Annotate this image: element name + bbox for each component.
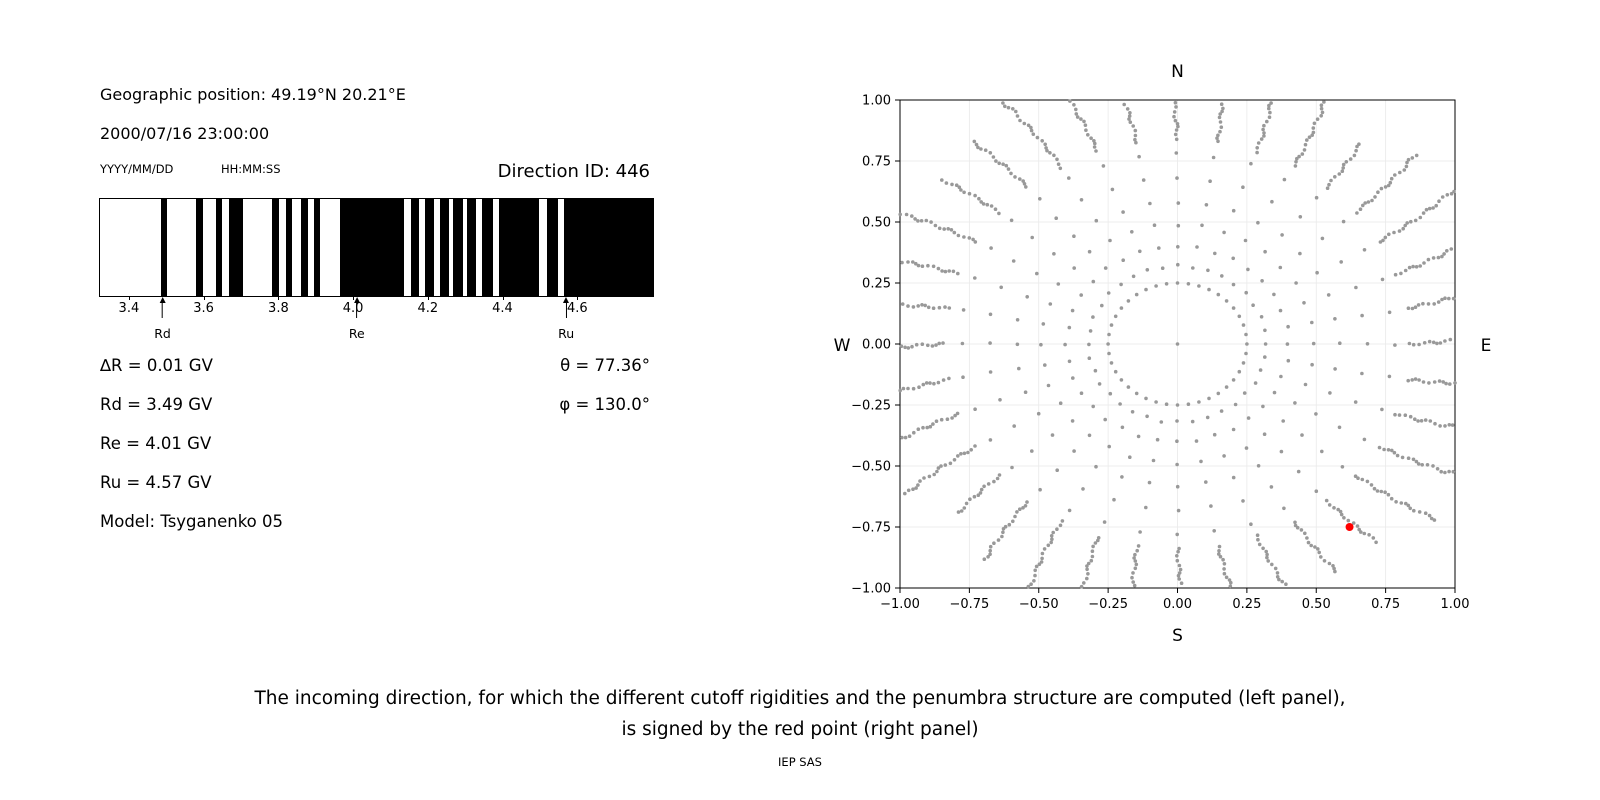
cutoff-marker-label: Rd — [154, 326, 171, 341]
x-tick-label: −0.50 — [1019, 597, 1059, 612]
time-format-label: HH:MM:SS — [221, 162, 281, 176]
credit-label: IEP SAS — [778, 755, 822, 769]
y-tick-label: 0.25 — [862, 277, 891, 292]
re-label: Re = 4.01 GV — [100, 434, 212, 453]
cutoff-marker-ru: Ru — [558, 297, 574, 341]
rigidity-tick — [577, 296, 579, 300]
rigidity-tick-label: 4.0 — [342, 301, 364, 316]
up-arrow-shaft — [356, 303, 358, 318]
penumbra-band — [546, 199, 559, 296]
rigidity-tick-label: 3.6 — [193, 301, 214, 316]
compass-north-label: N — [1171, 62, 1184, 82]
penumbra-band — [301, 199, 309, 296]
rigidity-tick — [427, 296, 429, 300]
rigidity-tick — [502, 296, 504, 300]
compass-east-label: E — [1481, 336, 1492, 356]
up-arrow-shaft — [565, 303, 567, 318]
rd-label: Rd = 3.49 GV — [100, 395, 213, 414]
x-tick-label: −1.00 — [880, 597, 920, 612]
date-format-label: YYYY/MM/DD — [100, 162, 174, 176]
scatter-frame — [899, 99, 1456, 589]
rigidity-tick — [203, 296, 205, 300]
penumbra-band — [314, 199, 321, 296]
x-tick-label: −0.25 — [1088, 597, 1128, 612]
direction-scatter-plot: −1.00 −0.75 −0.50 −0.25 0.00 0.25 0.50 0.75 1.00… — [834, 62, 1492, 646]
geo-position-label: Geographic position: 49.19°N 20.21°E — [100, 85, 406, 104]
penumbra-band — [271, 199, 279, 296]
penumbra-band — [339, 199, 404, 296]
up-arrow-shaft — [162, 303, 163, 318]
y-tick-label: −1.00 — [851, 582, 891, 597]
penumbra-band — [425, 199, 435, 296]
x-tick-label: 0.25 — [1232, 597, 1261, 612]
x-tick-label: 0.75 — [1371, 597, 1400, 612]
cutoff-marker-label: Re — [348, 326, 365, 341]
y-tick-label: 1.00 — [862, 94, 891, 109]
penumbra-band — [160, 199, 167, 296]
direction-dots — [898, 99, 1457, 589]
penumbra-band — [466, 199, 476, 296]
rigidity-tick-label: 4.2 — [417, 301, 439, 316]
y-tick-label: 0.00 — [862, 338, 891, 353]
rigidity-tick — [353, 296, 355, 300]
caption-line-2: is signed by the red point (right panel) — [621, 719, 979, 740]
delta-r-label: ∆R = 0.01 GV — [100, 356, 213, 375]
datetime-label: 2000/07/16 23:00:00 — [100, 124, 270, 143]
y-tick-label: 0.50 — [862, 216, 891, 231]
ru-label: Ru = 4.57 GV — [100, 473, 212, 492]
up-arrow-icon — [159, 297, 166, 303]
up-arrow-icon — [563, 297, 570, 303]
penumbra-band — [564, 199, 653, 296]
y-tick-label: −0.50 — [851, 460, 891, 475]
penumbra-band — [453, 199, 463, 296]
rigidity-tick-label: 3.4 — [118, 301, 140, 316]
penumbra-axis: 3.4 3.6 3.8 4.0 4.2 4.4 4.6 Rd Re Ru — [99, 296, 652, 360]
penumbra-band — [196, 199, 204, 296]
penumbra-band — [410, 199, 420, 296]
x-tick-label: −0.75 — [949, 597, 989, 612]
y-tick-label: −0.25 — [851, 399, 891, 414]
rigidity-tick-label: 3.8 — [268, 301, 289, 316]
x-tick-label: 1.00 — [1441, 597, 1470, 612]
x-tick-label: 0.50 — [1302, 597, 1331, 612]
penumbra-band — [215, 199, 222, 296]
red-point — [1345, 523, 1354, 531]
up-arrow-icon — [353, 297, 360, 303]
caption-line-1: The incoming direction, for which the di… — [254, 688, 1346, 709]
penumbra-band — [440, 199, 449, 296]
scatter-content: −1.00 −0.75 −0.50 −0.25 0.00 0.25 0.50 0.75 1.00… — [851, 94, 1469, 613]
y-tick-label: −0.75 — [851, 521, 891, 536]
penumbra-plot — [99, 198, 654, 297]
rigidity-tick-label: 4.4 — [492, 301, 513, 316]
rigidity-tick — [278, 296, 280, 300]
cutoff-marker-rd: Rd — [154, 297, 171, 341]
penumbra-band — [499, 199, 540, 296]
phi-label: φ = 130.0° — [559, 395, 650, 414]
penumbra-band — [228, 199, 244, 296]
cutoff-marker-label: Ru — [558, 326, 575, 341]
theta-label: θ = 77.36° — [560, 356, 650, 375]
penumbra-band — [481, 199, 494, 296]
grid-lines — [900, 100, 1455, 588]
axis-ticks: −1.00 −0.75 −0.50 −0.25 0.00 0.25 0.50 0.75 1.00… — [851, 94, 1469, 613]
compass-south-label: S — [1172, 626, 1183, 646]
rigidity-tick — [128, 296, 130, 300]
compass-west-label: W — [834, 336, 851, 356]
model-label: Model: Tsyganenko 05 — [100, 512, 284, 531]
penumbra-band — [286, 199, 293, 296]
direction-id-label: Direction ID: 446 — [497, 161, 650, 182]
rigidity-tick-label: 4.6 — [566, 301, 588, 316]
cutoff-marker-re: Re — [349, 297, 365, 341]
y-tick-label: 0.75 — [862, 155, 891, 170]
x-tick-label: 0.00 — [1163, 597, 1192, 612]
